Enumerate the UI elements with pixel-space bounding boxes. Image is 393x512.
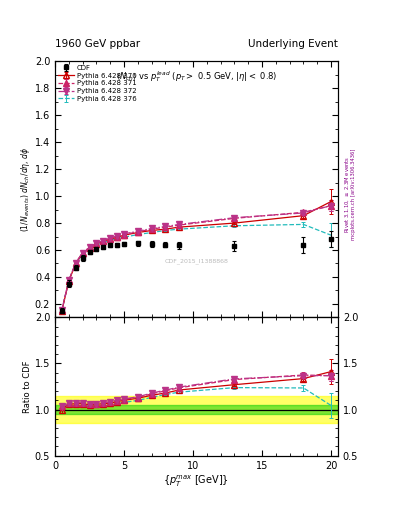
- Legend: CDF, Pythia 6.428 370, Pythia 6.428 371, Pythia 6.428 372, Pythia 6.428 376: CDF, Pythia 6.428 370, Pythia 6.428 371,…: [57, 63, 138, 103]
- Bar: [55, 396, 338, 423]
- Bar: [55, 405, 338, 414]
- Text: CDF_2015_I1388868: CDF_2015_I1388868: [165, 258, 228, 264]
- Text: Rivet 3.1.10, $\geq$ 2.3M events: Rivet 3.1.10, $\geq$ 2.3M events: [344, 156, 351, 233]
- Text: Underlying Event: Underlying Event: [248, 38, 338, 49]
- Y-axis label: $(1/N_{events})\;dN_{ch}/d\eta,\,d\phi$: $(1/N_{events})\;dN_{ch}/d\eta,\,d\phi$: [19, 146, 32, 232]
- Y-axis label: Ratio to CDF: Ratio to CDF: [23, 360, 32, 413]
- Text: mcplots.cern.ch [arXiv:1306.3436]: mcplots.cern.ch [arXiv:1306.3436]: [351, 149, 356, 240]
- Text: 1960 GeV ppbar: 1960 GeV ppbar: [55, 38, 140, 49]
- Text: $\langle N_{ch}\rangle$ vs $p_T^{lead}$ ($p_T >$ 0.5 GeV, $|\eta| <$ 0.8): $\langle N_{ch}\rangle$ vs $p_T^{lead}$ …: [116, 69, 277, 84]
- X-axis label: $\{p_T^{max}$ [GeV]$\}$: $\{p_T^{max}$ [GeV]$\}$: [163, 473, 230, 489]
